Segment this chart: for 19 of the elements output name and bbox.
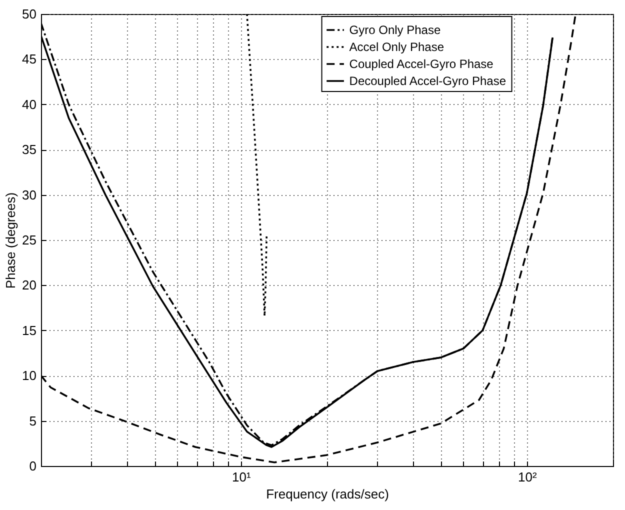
y-tick-label: 40 <box>22 96 36 112</box>
y-tick-label: 45 <box>22 52 36 67</box>
y-tick-label: 20 <box>22 278 36 293</box>
y-axis-title: Phase (degrees) <box>3 192 18 289</box>
y-tick-label: 10 <box>22 368 36 384</box>
x-tick-label: 10² <box>518 470 538 484</box>
y-tick-label: 15 <box>22 322 36 338</box>
y-tick-label: 25 <box>22 232 36 248</box>
y-tick-label: 35 <box>22 142 36 158</box>
y-tick-label: 50 <box>22 6 36 22</box>
legend-label: Accel Only Phase <box>349 40 444 54</box>
legend-label: Gyro Only Phase <box>349 23 441 37</box>
legend-label: Coupled Accel-Gyro Phase <box>349 57 494 71</box>
y-tick-label: 30 <box>22 187 36 202</box>
y-tick-label: 5 <box>29 413 36 428</box>
x-axis-title: Frequency (rads/sec) <box>266 486 389 502</box>
legend-label: Decoupled Accel-Gyro Phase <box>349 74 506 88</box>
y-tick-label: 0 <box>29 458 36 474</box>
x-tick-label: 10¹ <box>232 470 252 484</box>
